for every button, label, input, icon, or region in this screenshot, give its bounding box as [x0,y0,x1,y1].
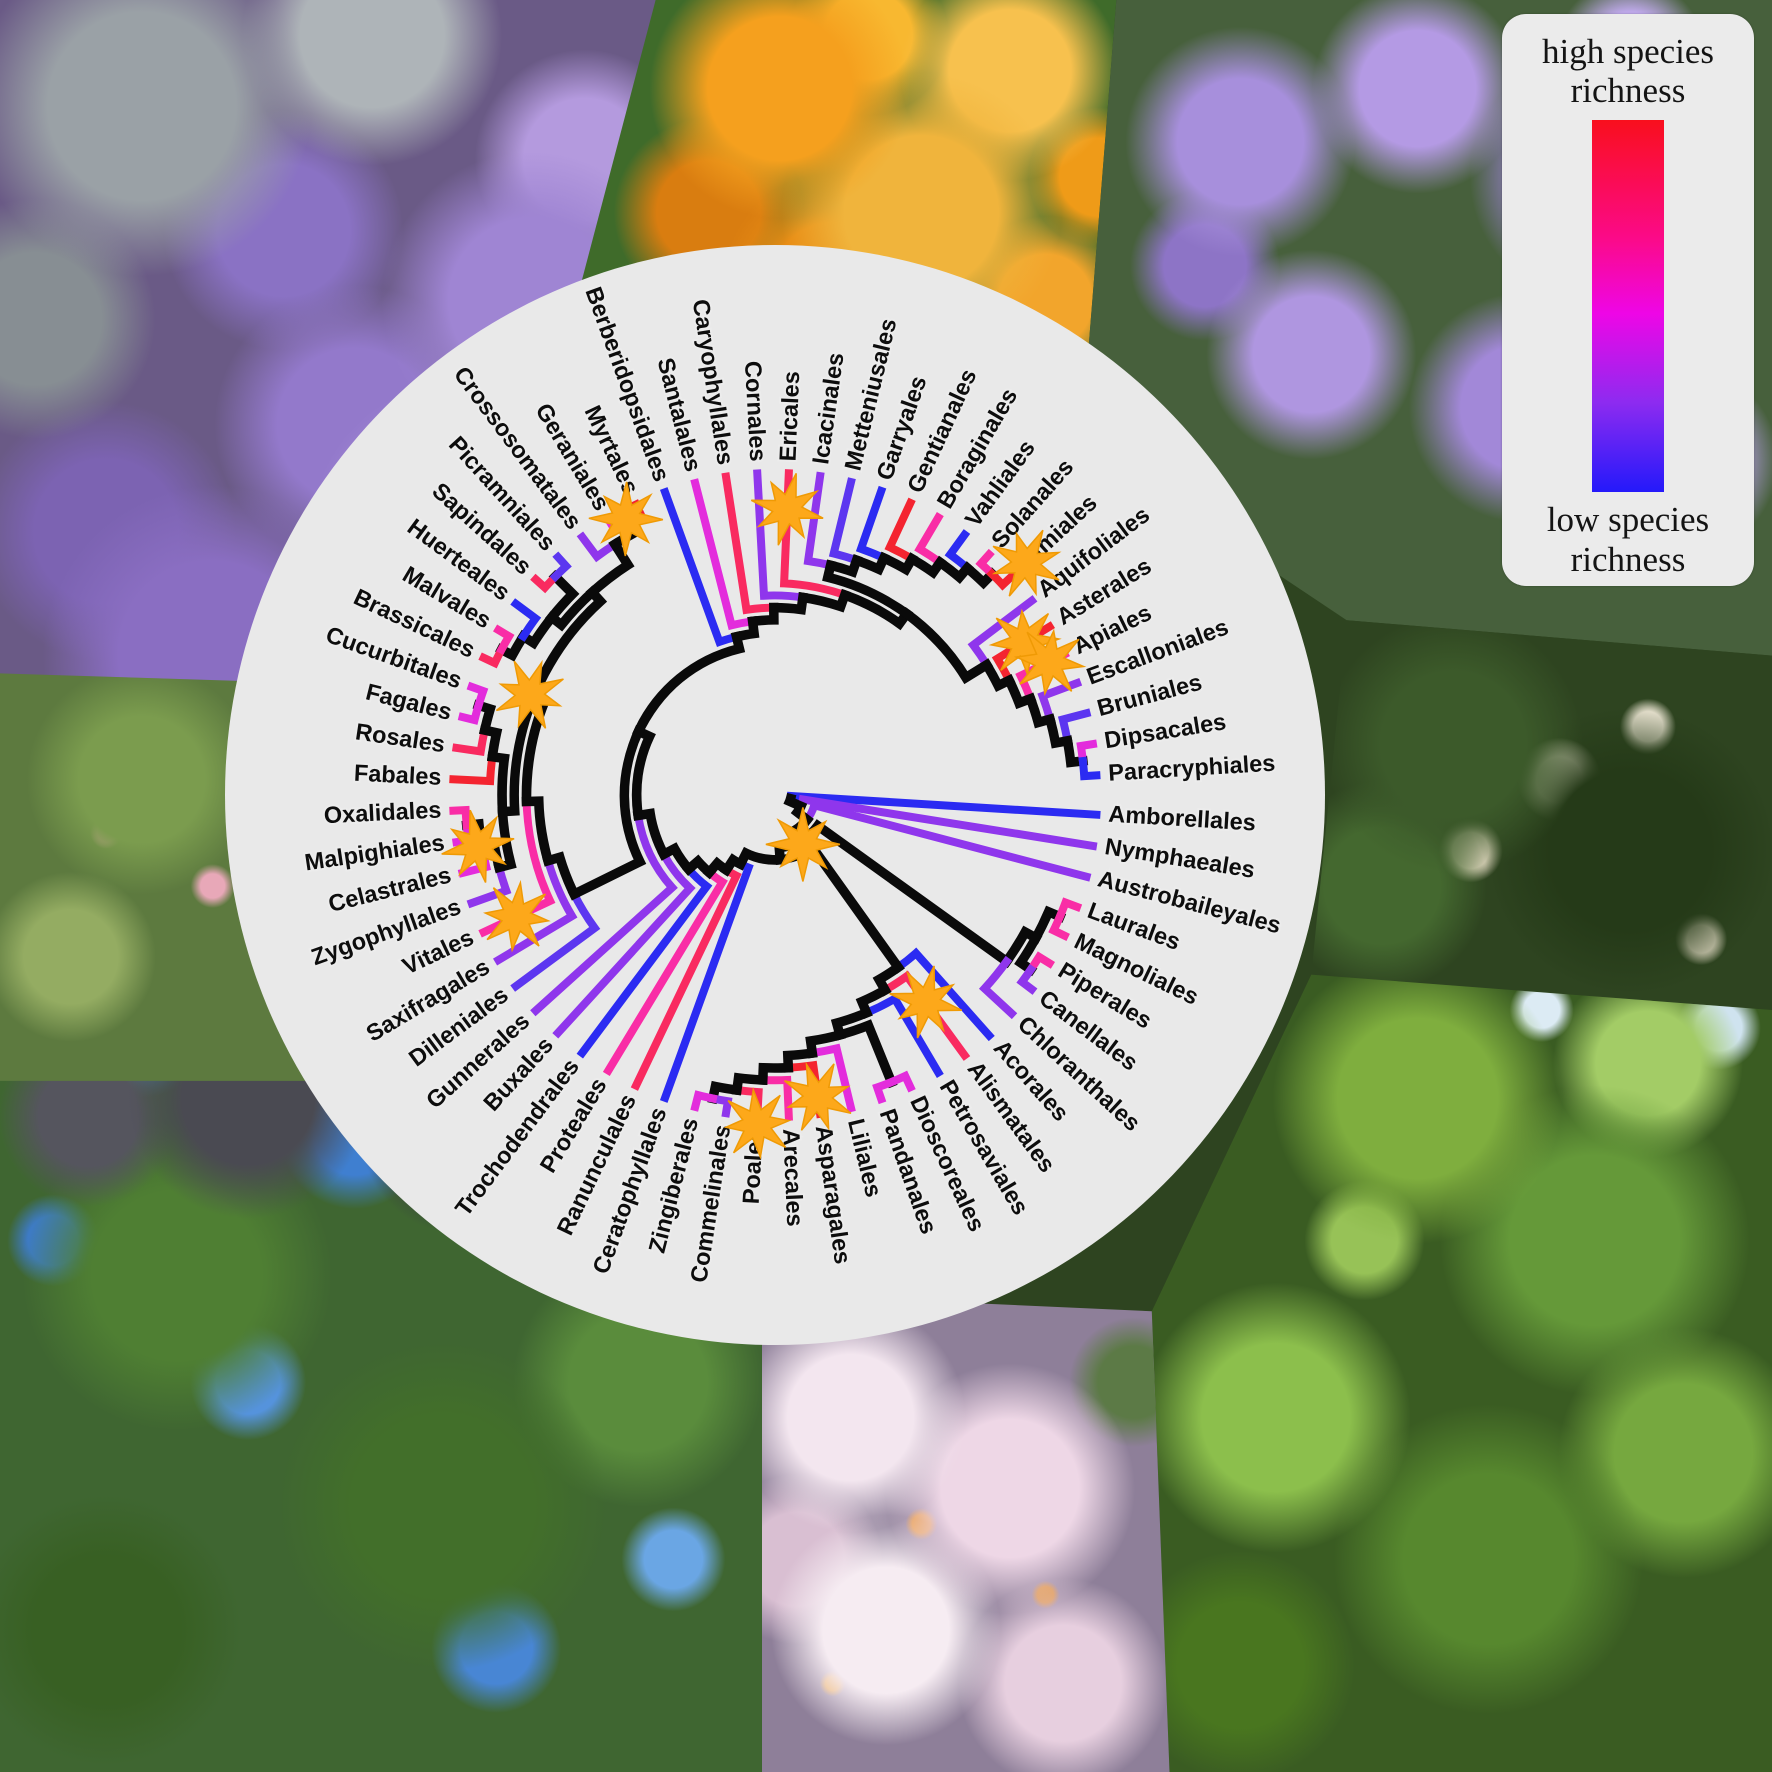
internal-branch [631,725,656,821]
wgd-star-icon [765,807,841,882]
internal-branch [830,1006,873,1041]
internal-branch [747,602,779,627]
internal-branch [486,751,510,817]
branch-gunnerales [530,810,678,1017]
internal-branch [545,569,580,624]
wgd-stars [441,473,1087,1160]
internal-branch [734,846,786,871]
internal-branch [707,1080,743,1105]
internal-branch [1024,692,1056,729]
internal-branch [805,1029,846,1059]
gray-disc-background [225,245,1325,1345]
order-label-fabales: Fabales [353,760,442,790]
branch-zingiberales [690,1090,718,1112]
branch-pandanales [872,1076,897,1105]
internal-branch [1061,735,1089,768]
internal-branch [905,552,947,580]
internal-branch [472,699,497,736]
internal-branch [769,592,809,615]
branch-oxalidales [449,805,472,830]
internal-branch [1044,713,1074,749]
internal-branch [822,559,914,621]
branch-lamiales [986,568,1018,591]
internal-branch [960,561,999,590]
internal-branch [933,555,974,584]
wgd-star-icon [441,809,515,883]
internal-branch [855,983,892,1020]
internal-branch [731,1072,768,1096]
internal-branch [838,588,914,631]
internal-branch [719,853,747,877]
wgd-star-icon [750,473,824,546]
wgd-star-icon [495,659,564,729]
branch-huerteales [510,598,542,642]
legend-low-label: low species richness [1546,500,1710,579]
wgd-star-icon [784,1061,852,1132]
branch-ericales [779,469,850,601]
wgd-star-icon [723,1086,792,1160]
internal-branch [681,854,716,880]
species-richness-legend: high species richness low species richne… [1502,14,1754,586]
internal-branch [980,658,1016,693]
internal-branch [872,960,905,997]
wgd-star-icon [889,965,963,1039]
internal-branch [900,607,994,685]
branch-malvales [493,624,515,655]
tree-branches [449,469,1101,1121]
internal-branch [824,554,863,578]
wgd-star-icon [991,529,1062,597]
internal-branch [757,1062,794,1085]
branch-cucurbitales [466,681,489,711]
branch-vitales [478,797,556,938]
internal-branch [542,851,581,901]
internal-branch [702,856,733,880]
internal-branch [877,551,919,576]
internal-branch [657,842,696,876]
order-label-cornales: Cornales [740,360,771,462]
internal-branch [1002,673,1037,710]
internal-branch [730,616,760,643]
internal-branch [850,551,891,576]
internal-branch [567,724,647,901]
branch-magnoliales [1048,911,1070,942]
legend-high-label: high species richness [1541,32,1715,111]
branch-paracryphiales [1078,756,1101,781]
richness-gradient-bar [1592,120,1664,493]
internal-branch [782,1047,818,1073]
branch-picramniales [549,551,572,583]
internal-branch [585,537,635,599]
internal-branch [521,796,554,867]
internal-branch [797,588,851,613]
internal-branch [479,724,503,763]
internal-branch [1014,931,1043,977]
branch-chloranthales [978,955,1018,1020]
wgd-star-icon [588,481,664,557]
internal-branch [783,792,808,813]
wgd-star-icon [483,879,551,953]
internal-branch [790,799,814,827]
internal-branch [632,808,671,861]
internal-branch [632,630,746,738]
order-label-ericales: Ericales [775,371,805,462]
wgd-star-icon [1013,628,1087,697]
branch-canellales [1016,964,1038,995]
